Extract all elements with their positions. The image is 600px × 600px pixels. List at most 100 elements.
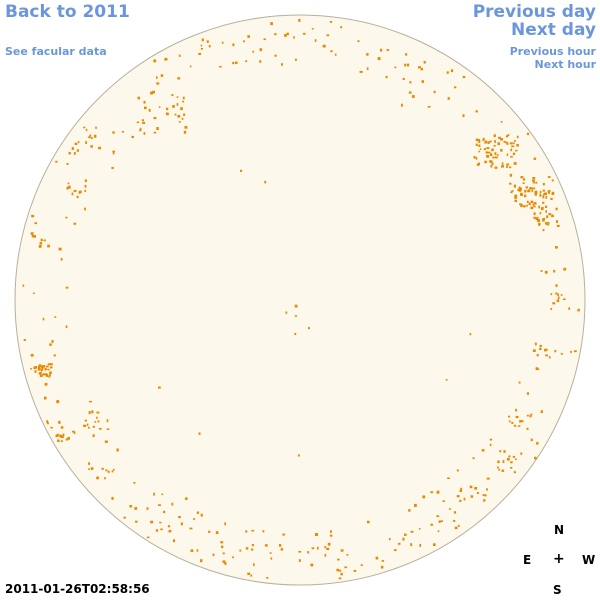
- magnetic-feature-speck: [555, 292, 558, 295]
- magnetic-feature-speck: [281, 63, 283, 66]
- magnetic-feature-speck: [543, 193, 545, 196]
- magnetic-feature-speck: [460, 487, 463, 491]
- next-day-link[interactable]: Next day: [511, 20, 596, 40]
- magnetic-feature-speck: [65, 216, 68, 219]
- magnetic-feature-speck: [49, 366, 53, 369]
- magnetic-feature-speck: [377, 57, 381, 61]
- magnetic-feature-speck: [40, 368, 43, 372]
- magnetic-feature-speck: [34, 222, 37, 225]
- magnetic-feature-speck: [58, 420, 61, 424]
- magnetic-feature-speck: [519, 203, 523, 206]
- magnetic-feature-speck: [515, 408, 517, 412]
- previous-hour-link[interactable]: Previous hour: [509, 45, 596, 58]
- next-hour-link[interactable]: Next hour: [534, 58, 597, 71]
- magnetic-feature-speck: [84, 179, 87, 182]
- magnetic-feature-speck: [315, 533, 318, 536]
- magnetic-feature-speck: [37, 367, 41, 370]
- magnetic-feature-speck: [259, 60, 262, 63]
- magnetic-feature-speck: [60, 258, 63, 261]
- magnetic-feature-speck: [295, 58, 297, 61]
- magnetic-feature-speck: [178, 121, 181, 123]
- magnetic-feature-speck: [421, 80, 424, 83]
- magnetic-feature-speck: [515, 149, 518, 152]
- magnetic-feature-speck: [353, 569, 357, 572]
- magnetic-feature-speck: [525, 186, 528, 189]
- magnetic-feature-speck: [454, 86, 457, 89]
- magnetic-feature-speck: [510, 191, 513, 194]
- magnetic-feature-speck: [105, 469, 108, 472]
- magnetic-feature-speck: [520, 176, 524, 179]
- magnetic-feature-speck: [475, 157, 478, 160]
- magnetic-feature-speck: [548, 356, 551, 359]
- magnetic-feature-speck: [518, 381, 521, 384]
- magnetic-feature-speck: [547, 176, 551, 178]
- magnetic-feature-speck: [232, 556, 234, 559]
- magnetic-feature-speck: [181, 117, 184, 120]
- magnetic-feature-speck: [77, 141, 80, 144]
- magnetic-feature-speck: [404, 533, 407, 536]
- see-facular-data-link[interactable]: See facular data: [5, 45, 107, 58]
- magnetic-feature-speck: [522, 178, 526, 181]
- magnetic-feature-speck: [159, 521, 162, 524]
- magnetic-feature-speck: [515, 458, 517, 460]
- magnetic-feature-speck: [38, 245, 42, 248]
- magnetic-feature-speck: [302, 32, 306, 35]
- back-to-year-link[interactable]: Back to 2011: [5, 2, 130, 22]
- magnetic-feature-speck: [495, 156, 498, 159]
- magnetic-feature-speck: [31, 235, 35, 238]
- magnetic-feature-speck: [94, 421, 97, 423]
- magnetic-feature-speck: [84, 207, 86, 211]
- magnetic-feature-speck: [503, 140, 506, 143]
- previous-day-link[interactable]: Previous day: [472, 2, 596, 22]
- magnetic-feature-speck: [62, 433, 65, 437]
- magnetic-feature-speck: [43, 239, 46, 242]
- magnetic-feature-speck: [546, 215, 549, 218]
- magnetic-feature-speck: [298, 559, 301, 562]
- magnetic-feature-speck: [294, 332, 297, 335]
- magnetic-feature-speck: [530, 206, 534, 210]
- magnetic-feature-speck: [568, 307, 571, 310]
- magnetic-feature-speck: [469, 485, 473, 489]
- magnetic-feature-speck: [486, 477, 490, 480]
- magnetic-feature-speck: [418, 66, 421, 69]
- magnetic-feature-speck: [150, 91, 153, 95]
- magnetic-feature-speck: [259, 48, 263, 52]
- magnetic-feature-speck: [436, 490, 440, 494]
- magnetic-feature-speck: [503, 450, 506, 453]
- magnetic-feature-speck: [440, 520, 443, 522]
- magnetic-feature-speck: [530, 187, 533, 190]
- magnetic-feature-speck: [137, 96, 140, 100]
- magnetic-feature-speck: [550, 293, 553, 296]
- magnetic-feature-speck: [410, 543, 413, 547]
- magnetic-feature-speck: [512, 455, 515, 458]
- magnetic-feature-speck: [445, 379, 448, 381]
- magnetic-feature-speck: [40, 238, 43, 242]
- magnetic-feature-speck: [329, 21, 333, 23]
- magnetic-feature-speck: [542, 189, 546, 192]
- magnetic-feature-speck: [294, 304, 298, 308]
- magnetic-feature-speck: [143, 132, 146, 135]
- magnetic-feature-speck: [427, 106, 431, 108]
- magnetic-feature-speck: [41, 373, 44, 376]
- magnetic-feature-speck: [447, 477, 450, 479]
- magnetic-feature-speck: [106, 428, 110, 430]
- magnetic-feature-speck: [171, 94, 174, 97]
- magnetic-feature-speck: [533, 212, 536, 216]
- magnetic-feature-speck: [54, 316, 57, 318]
- magnetic-feature-speck: [98, 428, 102, 430]
- magnetic-feature-speck: [96, 416, 98, 419]
- magnetic-feature-speck: [344, 566, 348, 569]
- magnetic-feature-speck: [146, 507, 149, 510]
- magnetic-feature-speck: [508, 166, 512, 169]
- magnetic-feature-speck: [116, 448, 119, 452]
- magnetic-feature-speck: [519, 187, 522, 191]
- magnetic-feature-speck: [73, 152, 76, 155]
- magnetic-feature-speck: [484, 494, 487, 497]
- magnetic-feature-speck: [182, 100, 185, 103]
- magnetic-feature-speck: [539, 193, 542, 197]
- magnetic-feature-speck: [463, 497, 466, 501]
- magnetic-feature-speck: [274, 54, 277, 57]
- magnetic-feature-speck: [104, 440, 108, 443]
- magnetic-feature-speck: [42, 317, 45, 321]
- magnetic-feature-speck: [570, 350, 572, 353]
